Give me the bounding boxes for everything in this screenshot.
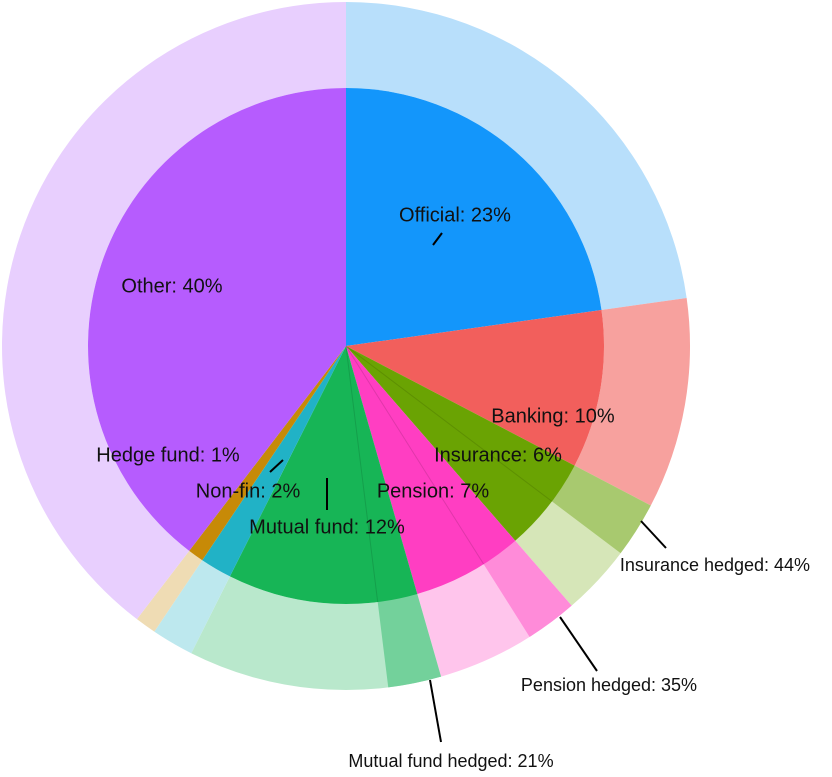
- outer-segment: [1, 2, 347, 620]
- inner-slice: [346, 310, 604, 466]
- leader-line: [559, 616, 598, 672]
- outer-segment: [154, 560, 230, 654]
- slice-label: Non-fin: 2%: [196, 480, 301, 502]
- hedge-divider: [345, 345, 379, 603]
- hedge-divider: [345, 345, 553, 502]
- slice-label: Banking: 10%: [491, 405, 615, 427]
- hedged-label: Mutual fund hedged: 21%: [348, 751, 553, 771]
- hedge-divider: [345, 345, 485, 565]
- inner-slice: [87, 88, 346, 551]
- outer-segment: [574, 298, 690, 506]
- hedged-segment: [551, 465, 651, 554]
- slice-label: Insurance: 6%: [434, 444, 562, 466]
- leader-line: [432, 232, 443, 246]
- inner-slice: [346, 346, 516, 594]
- leader-line: [269, 459, 284, 473]
- leader-line: [640, 520, 667, 549]
- outer-segment: [346, 2, 687, 311]
- inner-slice: [346, 88, 602, 346]
- slice-label: Official: 23%: [399, 204, 511, 226]
- slice-label: Pension: 7%: [377, 480, 490, 502]
- hedged-segment: [483, 539, 572, 637]
- slice-label: Mutual fund: 12%: [249, 516, 405, 538]
- inner-slice: [229, 346, 418, 604]
- hedged-label: Pension hedged: 35%: [521, 675, 697, 695]
- inner-slice: [346, 346, 575, 541]
- leader-line: [429, 679, 442, 743]
- slice-label: Hedge fund: 1%: [96, 444, 240, 466]
- hedged-label: Insurance hedged: 44%: [620, 555, 810, 575]
- hedged-segment: [377, 592, 442, 688]
- inner-slice: [202, 346, 346, 577]
- inner-slice: [189, 346, 346, 561]
- slice-label: Other: 40%: [121, 275, 222, 297]
- outer-segment: [136, 550, 203, 632]
